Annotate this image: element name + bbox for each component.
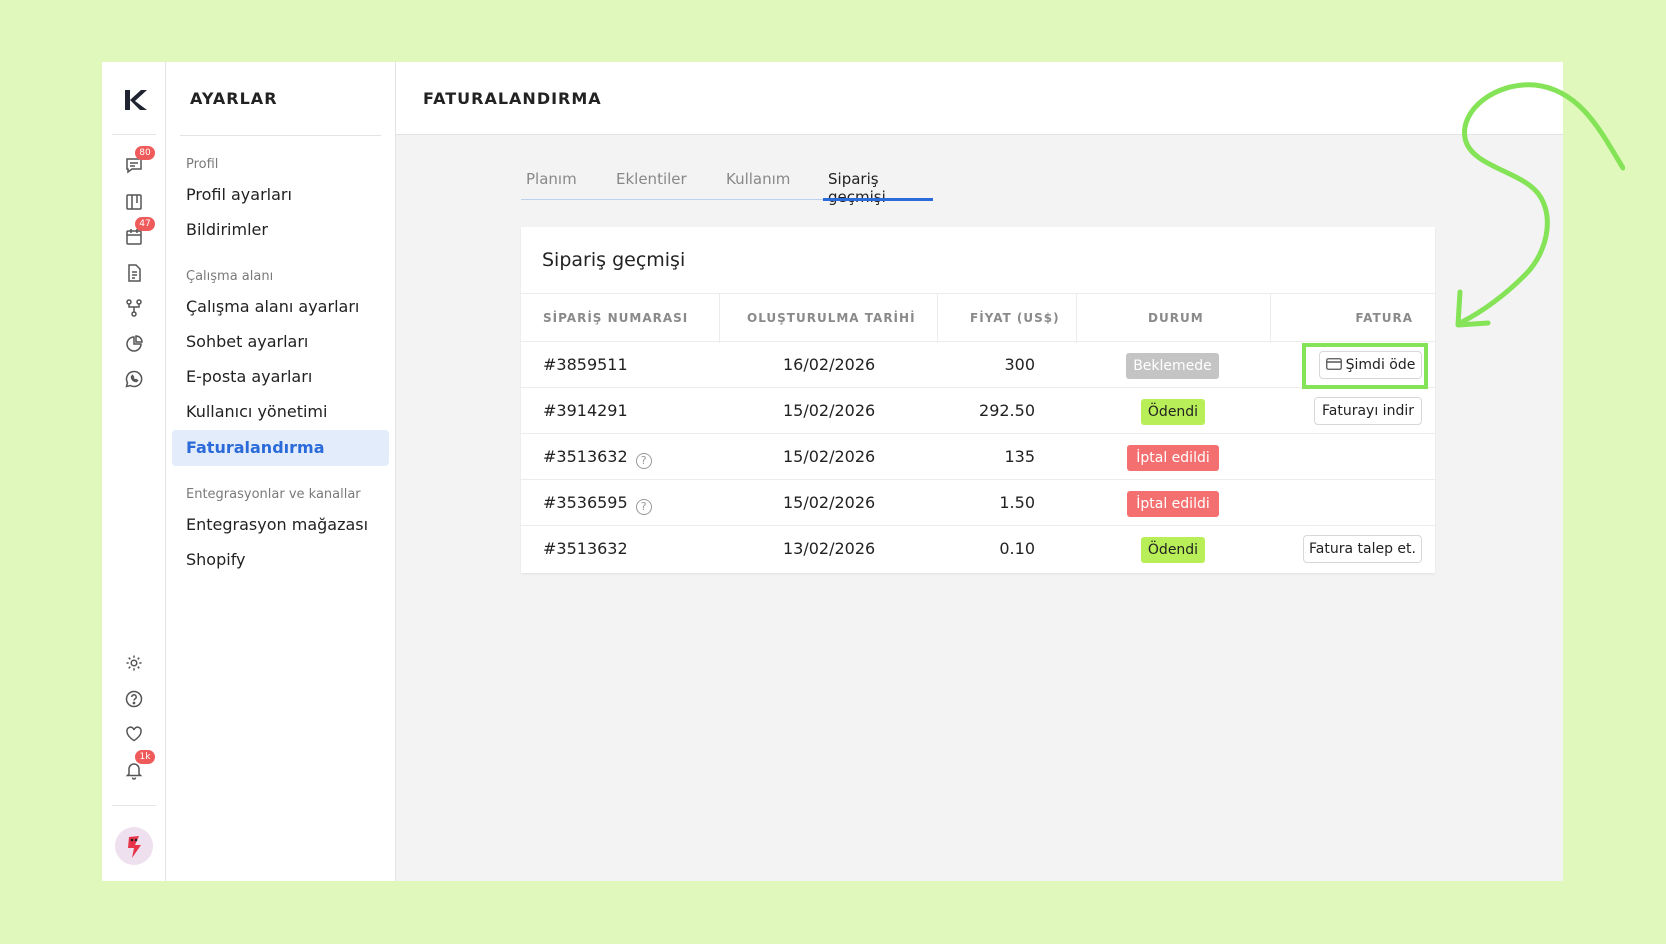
- order-number-text: #3513632: [543, 447, 628, 466]
- order-date: 15/02/2026: [783, 447, 876, 466]
- status-badge: İptal edildi: [1127, 491, 1219, 517]
- column-header-status: DURUM: [1148, 311, 1204, 325]
- table-row: #3513632? 15/02/2026 135 İptal edildi: [521, 434, 1435, 480]
- order-number: #3914291: [543, 401, 628, 420]
- main-content: FATURALANDIRMA Planım Eklentiler Kullanı…: [396, 62, 1563, 881]
- column-header-order-number: SİPARİŞ NUMARASI: [543, 311, 689, 325]
- settings-title: AYARLAR: [190, 89, 278, 108]
- column-divider: [1270, 294, 1271, 343]
- tab-addons[interactable]: Eklentiler: [616, 170, 687, 188]
- whatsapp-icon[interactable]: [122, 367, 146, 391]
- status-badge: Ödendi: [1141, 537, 1205, 563]
- order-date: 15/02/2026: [783, 401, 876, 420]
- kanban-icon[interactable]: [122, 190, 146, 214]
- status-badge: İptal edildi: [1127, 445, 1219, 471]
- sidebar-item-chat-settings[interactable]: Sohbet ayarları: [186, 332, 309, 351]
- pay-now-button[interactable]: Şimdi öde: [1319, 351, 1422, 379]
- rail-divider: [112, 805, 156, 806]
- sidebar-item-profile-settings[interactable]: Profil ayarları: [186, 185, 292, 204]
- status-badge: Beklemede: [1126, 353, 1219, 379]
- request-invoice-button[interactable]: Fatura talep et.: [1303, 535, 1422, 563]
- order-history-card: Sipariş geçmişi SİPARİŞ NUMARASI OLUŞTUR…: [521, 227, 1435, 573]
- tab-bar: Planım Eklentiler Kullanım Sipariş geçmi…: [521, 162, 933, 206]
- column-header-price: FİYAT (US$): [970, 311, 1060, 325]
- credit-card-icon: [1325, 358, 1342, 370]
- order-date: 16/02/2026: [783, 355, 876, 374]
- order-price: 300: [1004, 355, 1035, 374]
- active-tab-indicator: [823, 198, 933, 201]
- order-number: #3859511: [543, 355, 628, 374]
- pay-now-label: Şimdi öde: [1345, 357, 1416, 373]
- column-divider: [1076, 294, 1077, 343]
- order-date: 13/02/2026: [783, 539, 876, 558]
- calendar-badge: 47: [135, 217, 155, 231]
- messages-icon[interactable]: 80: [122, 146, 155, 178]
- order-number-text: #3536595: [543, 493, 628, 512]
- tab-order-history[interactable]: Sipariş geçmişi: [828, 170, 886, 206]
- settings-sidebar: AYARLAR Profil Profil ayarları Bildiriml…: [166, 62, 396, 881]
- sidebar-item-shopify[interactable]: Shopify: [186, 550, 246, 569]
- column-divider: [719, 294, 720, 343]
- messages-badge: 80: [135, 146, 155, 160]
- sidebar-item-notifications[interactable]: Bildirimler: [186, 220, 268, 239]
- calendar-icon[interactable]: 47: [122, 217, 155, 249]
- table-row: #3914291 15/02/2026 292.50 Ödendi Fatura…: [521, 388, 1435, 434]
- table-row: #3513632 13/02/2026 0.10 Ödendi Fatura t…: [521, 526, 1435, 572]
- order-price: 135: [1004, 447, 1035, 466]
- order-number: #3513632?: [543, 434, 652, 480]
- document-icon[interactable]: [122, 261, 146, 285]
- workflow-icon[interactable]: [122, 296, 146, 320]
- bell-icon[interactable]: 1k: [122, 750, 155, 782]
- order-price: 292.50: [979, 401, 1035, 420]
- group-label-profile: Profil: [186, 157, 219, 172]
- table-header: SİPARİŞ NUMARASI OLUŞTURULMA TARİHİ FİYA…: [521, 293, 1435, 343]
- table-row: #3536595? 15/02/2026 1.50 İptal edildi: [521, 480, 1435, 526]
- analytics-icon[interactable]: [122, 332, 146, 356]
- app-logo-icon[interactable]: [121, 86, 149, 114]
- download-invoice-button[interactable]: Faturayı indir: [1314, 397, 1422, 425]
- highlight-box: [1302, 343, 1428, 389]
- settings-divider: [180, 135, 381, 136]
- notifications-badge: 1k: [135, 750, 155, 764]
- order-price: 1.50: [999, 493, 1035, 512]
- heart-icon[interactable]: [122, 722, 146, 746]
- help-circle-icon[interactable]: ?: [635, 453, 652, 469]
- group-label-integrations: Entegrasyonlar ve kanallar: [186, 487, 361, 502]
- help-icon[interactable]: [122, 687, 146, 711]
- sidebar-item-user-management[interactable]: Kullanıcı yönetimi: [186, 402, 328, 421]
- card-title: Sipariş geçmişi: [542, 249, 686, 271]
- tab-usage[interactable]: Kullanım: [726, 170, 791, 188]
- order-date: 15/02/2026: [783, 493, 876, 512]
- rail-divider: [112, 134, 156, 135]
- group-label-workspace: Çalışma alanı: [186, 269, 274, 284]
- page-title: FATURALANDIRMA: [396, 62, 1563, 135]
- sidebar-item-workspace-settings[interactable]: Çalışma alanı ayarları: [186, 297, 360, 316]
- app-window: 80 47 1k: [102, 62, 1563, 881]
- order-number: #3536595?: [543, 480, 652, 526]
- order-number: #3513632: [543, 539, 628, 558]
- sidebar-item-integration-store[interactable]: Entegrasyon mağazası: [186, 515, 369, 534]
- sidebar-item-billing[interactable]: Faturalandırma: [172, 430, 389, 466]
- table-row: #3859511 16/02/2026 300 Beklemede Şimdi …: [521, 342, 1435, 388]
- icon-rail: 80 47 1k: [102, 62, 166, 881]
- gear-icon[interactable]: [122, 651, 146, 675]
- column-header-invoice: FATURA: [1355, 311, 1413, 325]
- annotation-arrow-icon: [1455, 82, 1625, 328]
- order-price: 0.10: [999, 539, 1035, 558]
- help-circle-icon[interactable]: ?: [635, 499, 652, 515]
- column-divider: [937, 294, 938, 343]
- column-header-created-date: OLUŞTURULMA TARİHİ: [747, 311, 916, 325]
- sidebar-item-email-settings[interactable]: E-posta ayarları: [186, 367, 313, 386]
- tab-my-plan[interactable]: Planım: [526, 170, 577, 188]
- user-avatar[interactable]: [115, 827, 153, 865]
- status-badge: Ödendi: [1141, 399, 1205, 425]
